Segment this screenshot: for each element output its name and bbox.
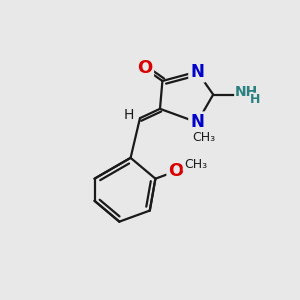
Text: NH: NH: [235, 85, 258, 99]
Text: H: H: [124, 108, 134, 122]
Text: N: N: [190, 63, 204, 81]
Text: O: O: [137, 59, 152, 77]
Text: H: H: [250, 93, 260, 106]
Text: O: O: [169, 162, 184, 180]
Text: N: N: [190, 113, 204, 131]
Text: CH₃: CH₃: [184, 158, 207, 171]
Text: CH₃: CH₃: [192, 130, 216, 143]
